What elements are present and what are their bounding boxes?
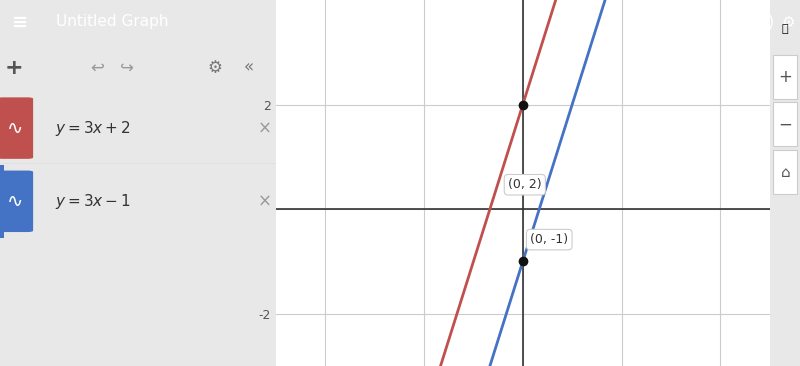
Text: Untitled Graph: Untitled Graph [56, 15, 169, 29]
Text: ≡: ≡ [12, 12, 28, 31]
Text: 🔧: 🔧 [782, 24, 789, 34]
Text: $y = 3x + 2$: $y = 3x + 2$ [55, 119, 131, 138]
Text: ⚙: ⚙ [208, 59, 222, 77]
FancyBboxPatch shape [774, 55, 797, 99]
Text: «: « [243, 59, 254, 77]
FancyBboxPatch shape [774, 150, 797, 194]
Text: (0, 2): (0, 2) [508, 178, 542, 191]
Text: ↪: ↪ [120, 59, 134, 77]
FancyBboxPatch shape [0, 97, 33, 159]
Text: +: + [778, 68, 792, 86]
FancyBboxPatch shape [0, 165, 3, 238]
Text: Sign In: Sign In [672, 15, 715, 29]
FancyBboxPatch shape [0, 171, 33, 232]
Text: ↑: ↑ [722, 15, 734, 29]
Text: desmos: desmos [363, 13, 437, 31]
Text: ?: ? [756, 15, 764, 29]
Text: ×: × [258, 119, 272, 137]
Text: ↩: ↩ [90, 59, 103, 77]
Text: Create Account: Create Account [536, 18, 632, 28]
Text: ∿: ∿ [7, 192, 23, 211]
Text: $y = 3x - 1$: $y = 3x - 1$ [55, 192, 131, 211]
Text: −: − [778, 115, 792, 134]
Text: ⌂: ⌂ [780, 165, 790, 179]
Text: ⚙: ⚙ [781, 15, 795, 29]
Text: ∿: ∿ [7, 119, 23, 138]
Text: or: or [652, 15, 665, 29]
FancyBboxPatch shape [774, 102, 797, 146]
Text: ×: × [258, 192, 272, 210]
Text: (0, -1): (0, -1) [530, 233, 568, 246]
Text: +: + [5, 58, 23, 78]
